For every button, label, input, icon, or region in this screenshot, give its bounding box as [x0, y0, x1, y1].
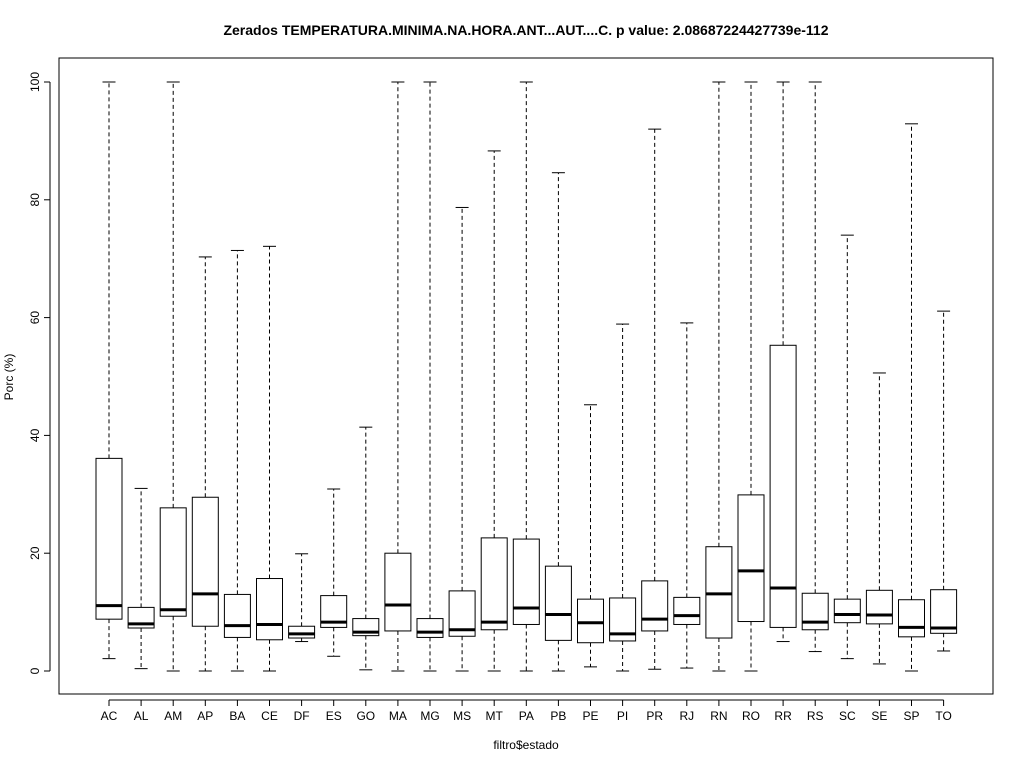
box-go	[352, 426, 380, 671]
x-tick-label: MA	[389, 709, 407, 723]
x-tick-label: MS	[453, 709, 471, 723]
x-tick-label: DF	[294, 709, 310, 723]
box-mt	[480, 150, 508, 672]
box-ms	[448, 206, 476, 672]
iqr-box	[930, 589, 958, 634]
iqr-box	[384, 552, 412, 632]
iqr-box	[898, 599, 925, 638]
box-ce	[256, 245, 283, 672]
x-tick-label: GO	[356, 709, 375, 723]
box-ap	[191, 256, 219, 672]
x-tick-label: SC	[839, 709, 856, 723]
y-axis-title: Porc (%)	[2, 354, 16, 401]
x-tick-label: BA	[229, 709, 245, 723]
iqr-box	[737, 494, 765, 623]
box-ac	[95, 81, 123, 660]
iqr-box	[159, 507, 187, 617]
y-axis: 0 20 40 60 80 100	[28, 72, 51, 674]
iqr-box	[833, 598, 861, 624]
box-pa	[512, 81, 540, 672]
iqr-box	[801, 592, 829, 631]
y-tick-label: 80	[28, 193, 42, 207]
box-pr	[641, 128, 669, 670]
iqr-box	[288, 625, 316, 639]
box-sc	[833, 234, 861, 660]
iqr-box	[544, 565, 572, 641]
x-tick-label: AC	[101, 709, 118, 723]
x-tick-label: PB	[550, 709, 566, 723]
box-df	[288, 553, 316, 643]
iqr-box	[480, 537, 508, 631]
x-tick-label: PR	[646, 709, 663, 723]
box-mg	[416, 81, 444, 672]
x-tick-label: PA	[519, 709, 534, 723]
box-rs	[801, 81, 829, 653]
box-sp	[898, 123, 925, 672]
x-tick-label: MT	[486, 709, 504, 723]
x-tick-label: RN	[710, 709, 727, 723]
x-tick-label: RJ	[679, 709, 694, 723]
x-tick-label: RR	[774, 709, 792, 723]
x-tick-label: RO	[742, 709, 760, 723]
iqr-box	[191, 496, 219, 627]
box-to	[930, 310, 958, 652]
iqr-box	[577, 598, 604, 644]
box-rn	[705, 81, 733, 672]
iqr-box	[865, 589, 893, 625]
box-pe	[577, 404, 604, 668]
iqr-box	[256, 578, 283, 641]
iqr-box	[223, 593, 251, 638]
box-am	[159, 81, 187, 672]
box-rr	[769, 81, 797, 643]
iqr-box	[512, 538, 540, 625]
y-tick-label: 60	[28, 311, 42, 325]
x-tick-label: AM	[164, 709, 182, 723]
box-rj	[673, 322, 701, 669]
x-tick-label: SP	[903, 709, 919, 723]
iqr-box	[416, 618, 444, 638]
box-ba	[223, 249, 251, 672]
box-ma	[384, 81, 412, 672]
iqr-box	[95, 457, 123, 620]
x-tick-label: RS	[807, 709, 824, 723]
x-tick-label: TO	[935, 709, 951, 723]
y-tick-label: 100	[28, 72, 42, 92]
x-tick-label: MG	[420, 709, 439, 723]
box-series	[95, 81, 958, 672]
y-tick-label: 20	[28, 546, 42, 560]
box-ro	[737, 81, 765, 672]
box-pb	[544, 172, 572, 672]
box-se	[865, 372, 893, 665]
box-pi	[609, 323, 637, 672]
x-tick-label: PE	[582, 709, 598, 723]
x-tick-label: CE	[261, 709, 278, 723]
plot-frame	[58, 57, 994, 695]
x-axis: AC AL AM AP BA CE DF ES GO MA MG MS MT PA PB PE PI PR RJ RN…	[101, 699, 952, 723]
x-tick-label: ES	[326, 709, 342, 723]
x-tick-label: PI	[617, 709, 628, 723]
box-es	[320, 488, 348, 657]
iqr-box	[769, 344, 797, 628]
y-tick-label: 0	[28, 667, 42, 674]
chart-title: Zerados TEMPERATURA.MINIMA.NA.HORA.ANT..…	[223, 22, 828, 38]
x-axis-title: filtro$estado	[493, 738, 559, 752]
x-tick-label: AL	[134, 709, 149, 723]
y-tick-label: 40	[28, 428, 42, 442]
box-al	[127, 487, 155, 670]
iqr-box	[641, 580, 669, 632]
iqr-box	[673, 596, 701, 625]
x-tick-label: SE	[871, 709, 887, 723]
x-tick-label: AP	[197, 709, 213, 723]
